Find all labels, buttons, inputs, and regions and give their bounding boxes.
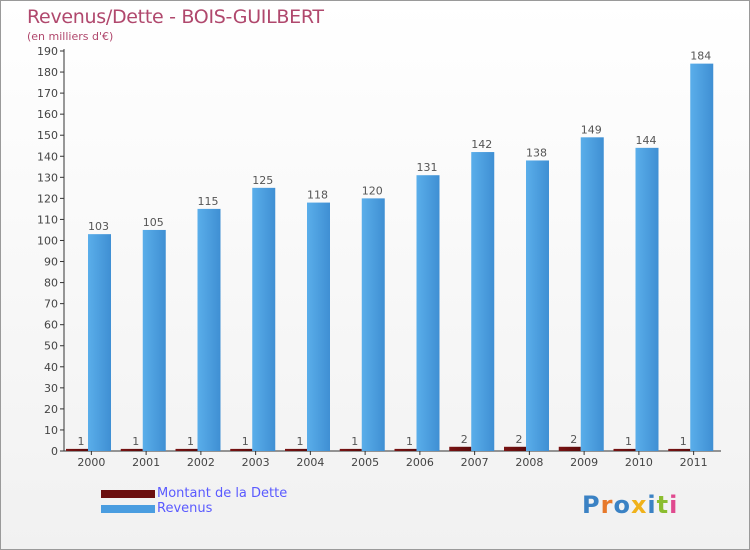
bar-dette	[120, 448, 143, 451]
x-tick-label: 2010	[625, 456, 653, 469]
value-label-revenus: 131	[417, 161, 438, 174]
y-tick-label: 110	[37, 213, 58, 226]
value-label-dette: 1	[680, 435, 687, 448]
bar-dette	[394, 448, 417, 451]
bar-revenus	[416, 175, 440, 452]
value-label-dette: 2	[570, 433, 577, 446]
y-tick-label: 10	[44, 424, 58, 437]
bar-revenus	[361, 198, 385, 451]
value-label-revenus: 120	[362, 184, 383, 197]
bars	[66, 63, 714, 452]
y-tick-label: 50	[44, 340, 58, 353]
chart-title: Revenus/Dette - BOIS-GUILBERT	[27, 6, 324, 28]
x-tick-label: 2011	[680, 456, 708, 469]
y-tick-label: 0	[51, 445, 58, 458]
bar-revenus	[88, 234, 111, 451]
value-label-revenus: 115	[198, 195, 219, 208]
value-label-revenus: 105	[143, 216, 164, 229]
bar-dette	[449, 446, 472, 451]
value-label-dette: 1	[187, 435, 194, 448]
value-label-dette: 1	[625, 435, 632, 448]
y-tick-label: 100	[37, 234, 58, 247]
y-tick-label: 140	[37, 150, 58, 163]
bar-revenus	[197, 208, 221, 451]
y-tick-label: 130	[37, 171, 58, 184]
y-tick-label: 90	[44, 256, 58, 269]
bar-dette	[668, 448, 691, 451]
value-label-revenus: 103	[88, 220, 109, 233]
value-label-revenus: 118	[307, 189, 328, 202]
x-tick-label: 2001	[132, 456, 160, 469]
bar-dette	[504, 446, 526, 451]
legend-label-revenus: Revenus	[157, 501, 213, 516]
y-tick-label: 40	[44, 361, 58, 374]
chart-subtitle: (en milliers d'€)	[27, 30, 114, 43]
value-label-dette: 1	[351, 435, 358, 448]
y-tick-label: 20	[44, 403, 58, 416]
bar-dette	[285, 448, 307, 451]
value-label-revenus: 138	[526, 146, 547, 159]
value-label-dette: 1	[78, 435, 85, 448]
y-tick-label: 170	[37, 87, 58, 100]
bar-revenus	[142, 229, 166, 451]
value-label-revenus: 144	[636, 134, 657, 147]
x-tick-label: 2000	[77, 456, 105, 469]
value-label-dette: 1	[297, 435, 304, 448]
value-label-revenus: 149	[581, 123, 602, 136]
x-tick-label: 2002	[187, 456, 215, 469]
bar-dette	[613, 448, 636, 451]
legend-swatch-revenus	[101, 505, 155, 513]
x-tick-label: 2005	[351, 456, 379, 469]
value-label-dette: 1	[406, 435, 413, 448]
y-tick-label: 160	[37, 108, 58, 121]
legend-swatch-debt	[101, 490, 155, 498]
y-tick-label: 70	[44, 298, 58, 311]
bar-revenus	[580, 137, 604, 451]
value-label-revenus: 142	[471, 138, 492, 151]
bar-revenus	[307, 202, 330, 451]
bar-dette	[558, 446, 581, 451]
bar-revenus	[690, 63, 714, 451]
x-tick-label: 2004	[296, 456, 324, 469]
y-tick-label: 60	[44, 319, 58, 332]
y-tick-label: 80	[44, 277, 58, 290]
bar-revenus	[526, 160, 549, 451]
bar-revenus	[471, 152, 495, 452]
x-axis: 2000 2001 2002 2003 2004 2005 2006 2007 2008 2009…	[64, 450, 721, 469]
bar-dette	[66, 448, 88, 451]
y-tick-label: 30	[44, 382, 58, 395]
y-axis: 0 10 20 30 40 50 60 70 80 90 100 110 120 130 140 150 160…	[37, 45, 65, 458]
x-tick-label: 2003	[242, 456, 270, 469]
y-tick-label: 150	[37, 129, 58, 142]
y-tick-label: 190	[37, 45, 58, 58]
value-label-revenus: 184	[690, 50, 711, 63]
value-label-dette: 1	[132, 435, 139, 448]
x-tick-label: 2006	[406, 456, 434, 469]
bar-dette	[175, 448, 198, 451]
value-label-dette: 2	[461, 433, 468, 446]
legend-label-debt: Montant de la Dette	[157, 486, 288, 501]
value-label-dette: 1	[242, 435, 249, 448]
y-tick-label: 180	[37, 66, 58, 79]
bar-revenus	[635, 147, 659, 451]
value-label-dette: 2	[516, 433, 523, 446]
bar-dette	[230, 448, 253, 451]
value-label-revenus: 125	[252, 174, 273, 187]
bar-dette	[339, 448, 362, 451]
value-labels: 1 103 1 105 1 115 1 125 1 118 1 120 1 131 2 142 2 138 2 149…	[78, 50, 712, 448]
bar-revenus	[252, 187, 276, 451]
x-tick-label: 2008	[515, 456, 543, 469]
y-tick-label: 120	[37, 192, 58, 205]
x-tick-label: 2009	[570, 456, 598, 469]
proxiti-logo: Proxiti	[582, 491, 679, 519]
x-tick-label: 2007	[461, 456, 489, 469]
